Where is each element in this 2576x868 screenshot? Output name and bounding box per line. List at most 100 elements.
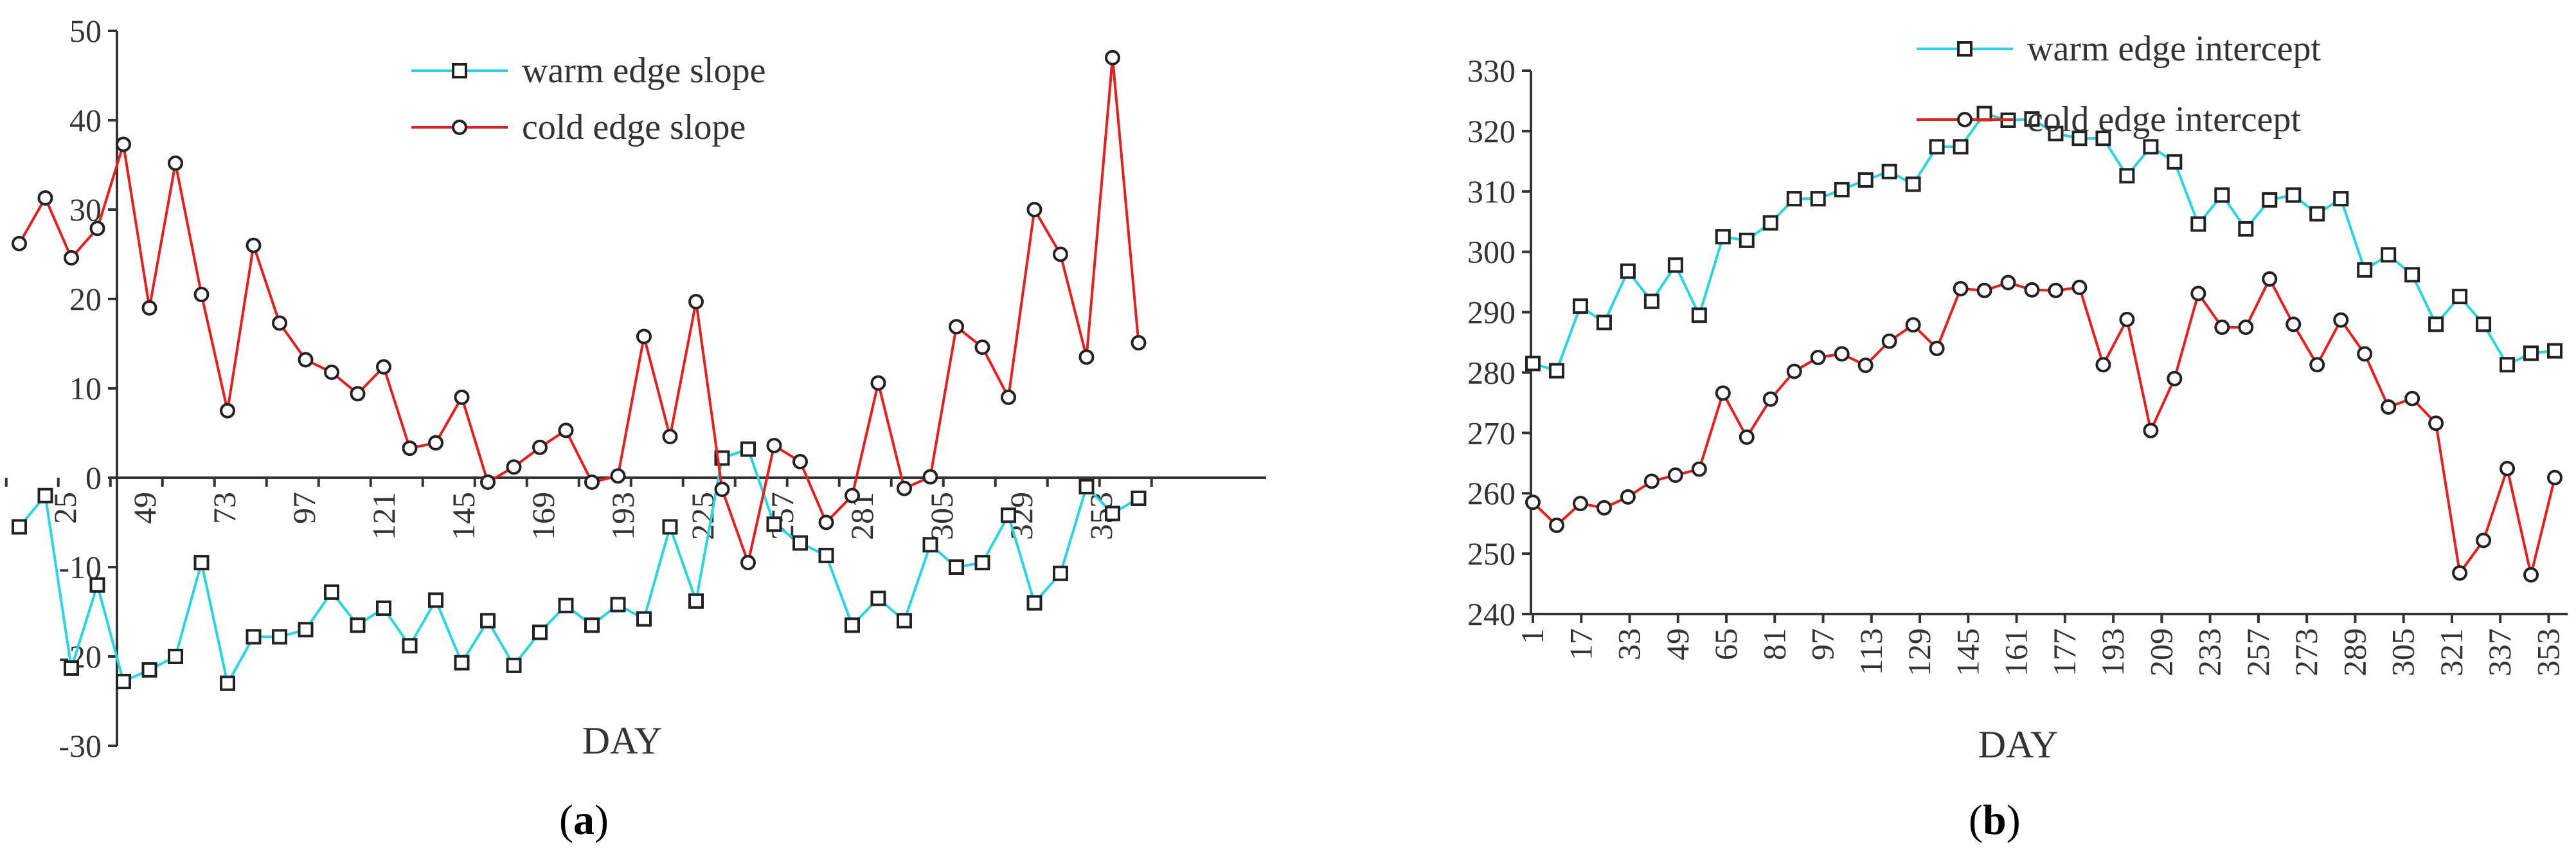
data-point — [1715, 229, 1731, 245]
x-tick-label: 305 — [2385, 628, 2421, 676]
data-point — [272, 315, 287, 331]
data-point — [1596, 314, 1612, 330]
data-point — [2428, 415, 2444, 431]
x-tick-label: 257 — [2240, 628, 2276, 676]
x-tick-label: 161 — [1998, 628, 2034, 676]
data-point — [1131, 490, 1147, 506]
data-point — [1131, 335, 1147, 351]
data-point — [897, 480, 912, 496]
data-point — [1786, 191, 1802, 207]
legend-entry-warm-edge-slope: warm edge slope — [411, 51, 765, 91]
data-point — [1572, 298, 1588, 314]
data-point — [350, 386, 366, 402]
data-point — [584, 617, 600, 633]
data-point — [2476, 532, 2492, 548]
data-point — [2381, 399, 2397, 415]
data-point — [766, 437, 782, 453]
data-point — [454, 389, 470, 405]
data-point — [2190, 216, 2206, 232]
series-line-cold-edge-intercept — [1532, 276, 2556, 577]
y-tick-label: 310 — [1467, 174, 1516, 210]
data-point — [922, 537, 938, 553]
y-tick-label: 260 — [1467, 475, 1516, 511]
data-point — [2095, 357, 2111, 373]
data-point — [1834, 181, 1850, 197]
data-point — [376, 359, 391, 375]
y-tick-label: 0 — [85, 460, 102, 496]
data-point — [2523, 566, 2539, 583]
data-point — [1078, 349, 1095, 365]
data-point — [1857, 172, 1874, 188]
data-point — [1953, 280, 1969, 296]
data-point — [1762, 215, 1778, 231]
data-point — [2285, 316, 2302, 332]
data-point — [220, 675, 235, 691]
data-point — [1053, 246, 1068, 262]
data-point — [37, 487, 53, 503]
data-point — [2238, 320, 2254, 336]
data-point — [376, 600, 391, 616]
x-tick-label: 193 — [605, 492, 641, 540]
y-tick-label: 40 — [69, 102, 102, 138]
data-point — [2381, 247, 2397, 263]
data-point — [792, 535, 808, 551]
data-point — [2452, 565, 2468, 581]
panel-label: (a) — [559, 797, 609, 844]
data-point — [2167, 154, 2183, 170]
x-tick-label: 305 — [924, 492, 960, 540]
x-tick-label: 65 — [1708, 628, 1744, 660]
data-point — [532, 439, 548, 455]
data-point — [2452, 289, 2468, 305]
data-point — [506, 657, 522, 673]
x-tick-label: 113 — [1853, 628, 1889, 675]
data-point — [1691, 307, 1707, 323]
data-point — [1620, 263, 1636, 279]
x-tick-label: 97 — [286, 492, 322, 524]
y-tick-label: -30 — [58, 728, 102, 764]
data-point — [402, 440, 418, 457]
chart-panel-b: 240 250 260 270 280 290 300 310 320 330 1 17 33 49 65 8… — [1467, 29, 2568, 844]
data-point — [1667, 257, 1683, 273]
data-point — [845, 487, 860, 503]
x-tick-label: 49 — [1659, 628, 1695, 660]
data-point — [246, 237, 262, 253]
series-line-cold-edge-slope — [18, 57, 1140, 568]
data-point — [454, 655, 470, 671]
legend-entry-cold-edge-slope: cold edge slope — [411, 107, 746, 147]
data-point — [818, 514, 834, 530]
x-tick-label: 233 — [2192, 628, 2228, 676]
data-point — [2119, 168, 2135, 184]
data-point — [428, 592, 443, 608]
data-point — [2547, 469, 2563, 485]
data-point — [1078, 478, 1095, 494]
data-point — [402, 638, 418, 654]
data-point — [1053, 565, 1068, 581]
data-point — [558, 597, 574, 613]
data-point — [1643, 293, 1659, 309]
panel-label: (b) — [1969, 797, 2021, 844]
data-point — [193, 555, 210, 571]
data-point — [12, 235, 27, 251]
data-point — [506, 459, 522, 475]
y-tick-label: 250 — [1467, 536, 1516, 572]
data-point — [2071, 131, 2088, 147]
legend-marker — [1957, 112, 1972, 127]
data-point — [2024, 282, 2040, 298]
data-point — [1691, 461, 1707, 477]
data-point — [1834, 346, 1850, 362]
x-tick-label: 177 — [2046, 628, 2082, 676]
data-point — [2523, 345, 2539, 361]
data-point — [2167, 370, 2183, 386]
data-point — [89, 577, 105, 593]
data-point — [897, 613, 912, 629]
data-point — [870, 375, 886, 391]
data-point — [220, 402, 235, 419]
data-point — [1929, 340, 1945, 356]
data-point — [2262, 271, 2278, 287]
x-tick-label: 97 — [1805, 628, 1841, 660]
data-point — [922, 469, 938, 485]
data-point — [2262, 192, 2278, 208]
data-point — [1881, 333, 1897, 349]
data-point — [1976, 105, 1992, 122]
data-point — [636, 329, 652, 345]
